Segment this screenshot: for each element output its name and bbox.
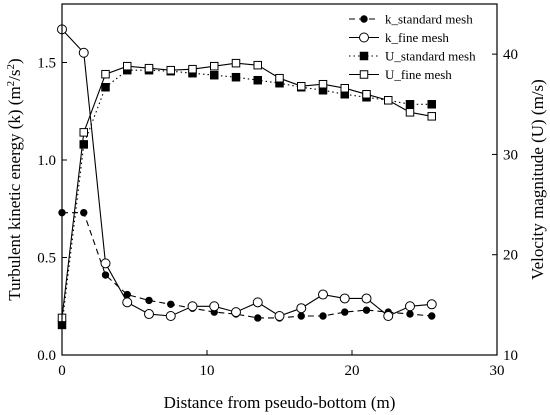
data-point	[231, 72, 241, 82]
data-point	[253, 60, 262, 70]
y-axis-left-label: Turbulent kinetic energy (k) (m2/s2)	[5, 58, 24, 300]
legend-label: k_standard mesh	[385, 12, 473, 27]
data-point	[78, 47, 89, 58]
data-point	[318, 79, 328, 89]
y-right-tick-label: 40	[503, 47, 518, 63]
x-tick-label: 10	[200, 363, 215, 379]
x-axis-label: Distance from pseudo-bottom (m)	[164, 393, 396, 412]
legend-label: U_standard mesh	[385, 49, 476, 64]
data-point	[252, 297, 263, 308]
data-point	[275, 73, 284, 83]
data-point	[209, 301, 220, 312]
data-point	[297, 81, 306, 91]
data-point	[426, 299, 437, 310]
data-point	[80, 208, 88, 217]
legend-label: k_fine mesh	[385, 30, 449, 45]
y-left-tick-label: 0.0	[37, 348, 56, 364]
data-point	[362, 90, 371, 99]
data-point	[297, 312, 305, 320]
y-left-tick-label: 0.5	[37, 251, 56, 267]
series-line	[61, 29, 432, 317]
data-point	[253, 75, 262, 85]
data-point	[101, 271, 110, 279]
data-point	[359, 70, 369, 79]
series-u-fine-mesh	[57, 58, 436, 323]
tick-layer: 0 10 20 30 0.0 0.5 1.0 1.5 10 20 30 40	[37, 47, 518, 379]
series-layer	[57, 24, 437, 330]
y-left-tick-label: 1.0	[37, 153, 56, 169]
data-point	[231, 58, 241, 68]
data-point	[405, 301, 415, 312]
data-point	[79, 128, 88, 137]
x-tick-label: 30	[490, 363, 505, 379]
legend: k_standard mesh k_fine mesh U_standard mes…	[349, 12, 476, 82]
data-point	[339, 293, 350, 304]
data-point	[231, 307, 241, 318]
data-point	[318, 289, 328, 300]
data-point	[144, 309, 154, 320]
data-point	[254, 314, 262, 322]
x-tick-label: 20	[345, 363, 360, 379]
series-line	[62, 212, 432, 319]
data-point	[167, 300, 175, 308]
data-point	[361, 293, 372, 304]
data-point	[166, 65, 175, 75]
data-point	[79, 140, 88, 149]
data-point	[405, 100, 415, 109]
data-point	[340, 83, 349, 93]
x-tick-label: 0	[58, 363, 66, 379]
y-right-tick-label: 20	[503, 248, 518, 264]
series-k-standard-mesh	[58, 208, 436, 322]
y-right-tick-label: 10	[503, 348, 518, 364]
data-point	[428, 312, 436, 320]
data-point	[383, 311, 394, 321]
data-point	[101, 82, 110, 92]
data-point	[406, 310, 414, 318]
data-point	[427, 112, 436, 121]
data-point	[359, 51, 369, 61]
data-point	[123, 61, 132, 71]
data-point	[188, 64, 197, 74]
data-point	[427, 100, 436, 109]
data-point	[210, 61, 219, 71]
data-point	[360, 15, 368, 23]
y-left-tick-label: 1.5	[37, 56, 56, 72]
y-axis-right-label: Velocity magnitude (U) (m/s)	[528, 79, 547, 280]
data-point	[100, 258, 111, 269]
data-point	[274, 311, 285, 321]
data-point	[405, 108, 415, 117]
data-point	[359, 32, 369, 43]
legend-label: U_fine mesh	[385, 67, 452, 82]
data-point	[210, 70, 219, 80]
data-point	[362, 306, 371, 314]
data-point	[123, 290, 131, 299]
series-line	[61, 62, 432, 318]
series-line	[61, 69, 432, 325]
data-point	[145, 296, 153, 305]
data-point	[187, 301, 198, 312]
y-right-tick-label: 30	[503, 147, 518, 163]
plot-frame	[61, 3, 498, 356]
data-point	[341, 308, 349, 316]
data-point	[165, 311, 176, 321]
data-point	[384, 96, 393, 105]
data-point	[122, 297, 133, 308]
series-u-standard-mesh	[57, 65, 436, 330]
data-point	[144, 63, 154, 73]
data-point	[101, 69, 110, 79]
series-k-fine-mesh	[57, 24, 437, 321]
data-point	[296, 303, 307, 314]
data-point	[319, 312, 327, 320]
